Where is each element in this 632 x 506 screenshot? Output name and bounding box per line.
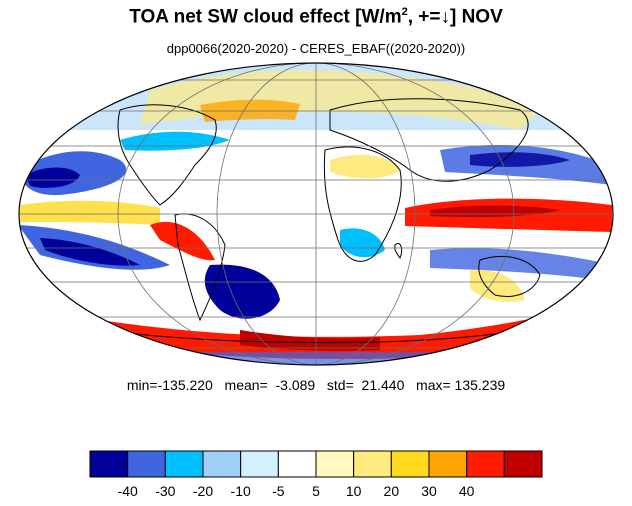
field-satlantic-strong-negative <box>204 264 280 319</box>
field-southern-africa-negative <box>340 228 385 258</box>
field-southern-ocean-very-positive <box>240 330 380 351</box>
field-samerica-positive <box>150 221 215 261</box>
colorbar-swatch <box>315 450 355 478</box>
colorbar-swatch <box>503 450 543 478</box>
colorbar-swatch <box>240 450 279 478</box>
stat-std-value: 21.440 <box>361 377 405 393</box>
colorbar-swatch <box>428 450 468 478</box>
colorbar-tick-label: 10 <box>346 483 362 499</box>
statistics-line: min=-135.220 mean= -3.089 std= 21.440 ma… <box>0 377 632 393</box>
colorbar-tick-label: -30 <box>155 483 175 499</box>
colorbar-swatch <box>353 450 392 478</box>
coastline-south-america <box>174 213 226 322</box>
plot-title: TOA net SW cloud effect [W/m2, +=↓] NOV <box>0 6 632 28</box>
stat-max-label: max= <box>416 377 451 393</box>
colorbar-swatch <box>202 450 242 478</box>
colorbar-swatch <box>89 450 129 478</box>
colorbar-swatch <box>277 450 317 478</box>
coastline-australia <box>478 256 541 297</box>
coastline-eurasia <box>329 98 529 182</box>
stat-mean-value: -3.089 <box>275 377 316 393</box>
coastline-madagascar <box>394 243 403 260</box>
colorbar-swatch <box>164 450 204 478</box>
colorbar-tick-label: -40 <box>118 483 138 499</box>
field-npacific-strong-negative <box>25 167 80 188</box>
field-sahara-positive <box>330 154 400 179</box>
colorbar-tick-label: 20 <box>384 483 400 499</box>
plot-title-tail: , +=↓] NOV <box>407 6 503 28</box>
colorbar-tick-label: -10 <box>231 483 251 499</box>
field-southern-ocean-positive <box>100 312 560 360</box>
plot-subtitle: dpp0066(2020-2020) - CERES_EBAF((2020-20… <box>166 41 466 56</box>
colorbar-tick-label: 5 <box>312 483 320 499</box>
field-nwpacific-strong-negative <box>470 152 570 167</box>
colorbar-tick-label: -20 <box>193 483 213 499</box>
field-epacific-positive <box>20 200 160 225</box>
field-sindian-negative <box>430 248 600 280</box>
stat-std-label: std= <box>326 377 354 393</box>
colorbar-swatch <box>390 450 430 478</box>
colorbar-tick-label: -5 <box>272 483 285 499</box>
colorbar-tick-label: 40 <box>459 483 475 499</box>
field-spacific-strong-negative <box>40 238 140 266</box>
stat-mean-label: mean= <box>224 377 268 393</box>
colorbar-swatch <box>466 450 505 478</box>
stat-min-value: -135.220 <box>157 377 213 393</box>
graticule <box>19 63 613 365</box>
colorbar-swatch <box>127 450 166 478</box>
coastlines <box>117 98 541 344</box>
field-arctic-positive <box>140 70 540 130</box>
map-boundary <box>18 62 614 366</box>
coastline-africa <box>323 146 402 262</box>
colorbar-tick-label: 30 <box>421 483 437 499</box>
plot-title-main: TOA net SW cloud effect [W/m <box>129 6 402 28</box>
graticule-meridian-60 <box>216 63 416 365</box>
plot-title-superscript: 2 <box>401 6 408 18</box>
stat-max-value: 135.239 <box>454 377 506 393</box>
stat-min-label: min= <box>126 377 158 393</box>
mollweide-map <box>18 62 614 366</box>
graticule-meridian-120 <box>117 63 515 365</box>
coastline-antarctica <box>119 329 521 344</box>
